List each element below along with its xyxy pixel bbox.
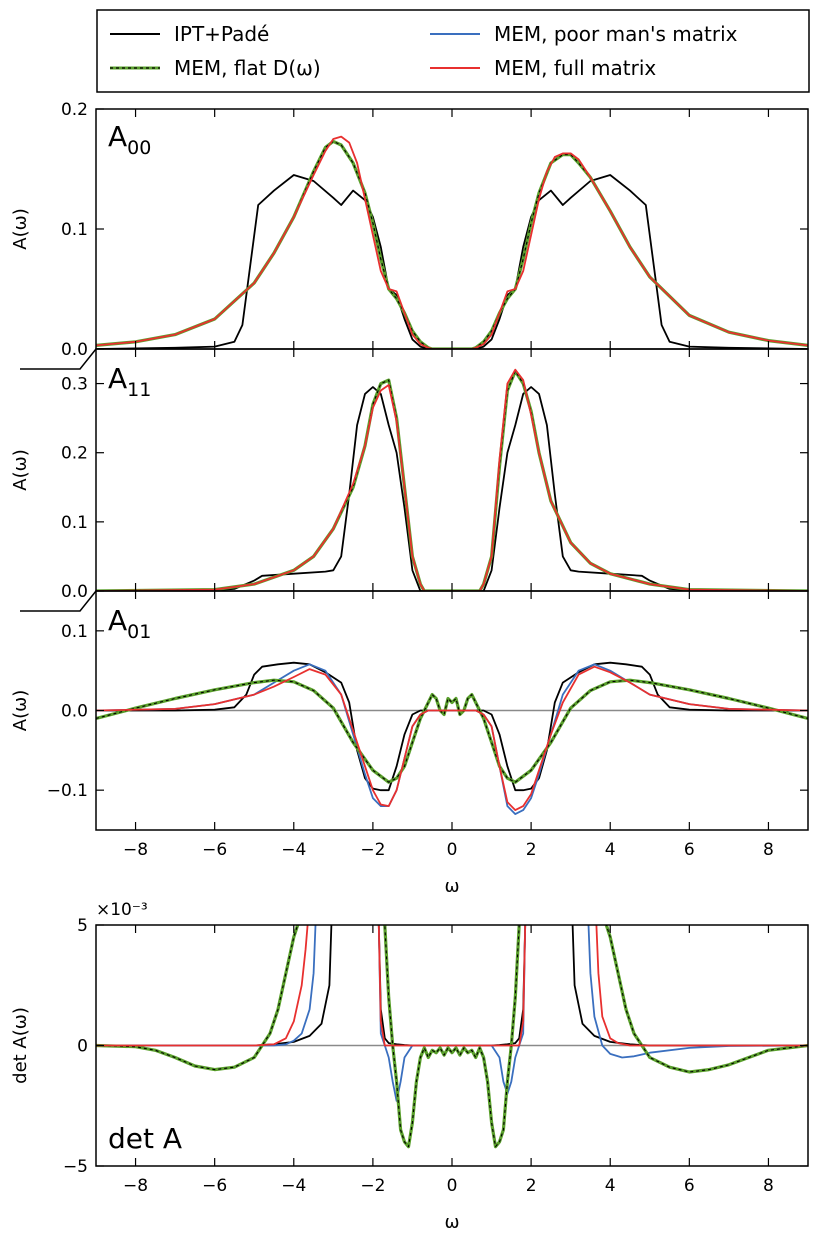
panel-det-a: −5 0 5 −8 −6 −4 −2 0 2 4 6 8 det A(ω) ω ×10⁻³ det A (10, 900, 809, 1233)
ytick-label: −5 (63, 1157, 88, 1177)
panel-label-main: det A (108, 1122, 182, 1155)
panel-label-main: A (108, 120, 127, 153)
ylabel: A(ω) (10, 449, 31, 490)
legend-label-full: MEM, full matrix (494, 56, 656, 80)
panel-a01: −0.1 0.0 0.1 −8 −6 −4 −2 0 2 4 6 8 A(ω) ω A01 (10, 590, 809, 897)
xtick-label: 4 (605, 1176, 616, 1196)
panel-a11: 0.0 0.1 0.2 0.3 A(ω) A11 (10, 348, 809, 602)
xlabel: ω (444, 876, 459, 897)
axis-break (20, 590, 97, 612)
xtick-label: −6 (202, 840, 227, 860)
ytick-label: 0.0 (61, 702, 88, 722)
series-group (96, 368, 808, 591)
ytick-label: 0.1 (61, 513, 88, 533)
legend-label-ipt: IPT+Padé (174, 22, 269, 46)
ytick-label: 0.0 (61, 340, 88, 360)
panel-label-main: A (108, 604, 127, 637)
panel-label: det A (108, 1122, 182, 1155)
series-line-ipt-pad (96, 174, 808, 349)
series-group (96, 925, 808, 1149)
xtick-label: 4 (605, 840, 616, 860)
series-line-ipt-pad (96, 925, 808, 1047)
series-dash-mem-flat-d (96, 679, 808, 783)
xtick-label: 2 (526, 840, 537, 860)
xtick-label: −6 (202, 1176, 227, 1196)
series-line-mem-full-matrix (96, 368, 808, 591)
xtick-label: −8 (123, 1176, 148, 1196)
plot-frame (95, 108, 809, 350)
plot-frame (95, 348, 809, 592)
series-line-mem-flat-d (96, 678, 808, 784)
panel-a00: 0.0 0.1 0.2 A(ω) A00 (10, 100, 809, 360)
series-group (96, 135, 808, 349)
xtick-label: −8 (123, 840, 148, 860)
legend-label-poor: MEM, poor man's matrix (494, 22, 738, 46)
panel-label-sub: 00 (127, 137, 151, 159)
series-line-ipt-pad (96, 661, 808, 792)
series-dash-mem-flat-d (96, 925, 808, 1148)
xtick-label: 8 (763, 1176, 774, 1196)
ylabel: det A(ω) (10, 1007, 31, 1084)
panel-label: A11 (108, 362, 151, 401)
series-line-mem-full-matrix (96, 135, 808, 349)
panel-label: A01 (108, 604, 151, 643)
ytick-label: 0.1 (61, 622, 88, 642)
legend-label-flat: MEM, flat D(ω) (174, 56, 321, 80)
legend-frame (96, 9, 810, 93)
panel-label-sub: 01 (127, 621, 151, 643)
panel-label: A00 (108, 120, 151, 159)
series-dash-mem-flat-d (96, 140, 808, 349)
xtick-label: 8 (763, 840, 774, 860)
series-dash-mem-flat-d (96, 370, 808, 591)
panel-label-sub: 11 (127, 379, 151, 401)
panel-label-main: A (108, 362, 127, 395)
series-line-mem-poor-man-s-matrix (96, 663, 808, 815)
ytick-label: −0.1 (47, 781, 88, 801)
xtick-label: −4 (281, 840, 306, 860)
legend: IPT+Padé MEM, flat D(ω) MEM, poor man's … (96, 9, 810, 93)
series-group (96, 661, 808, 815)
series-line-mem-full-matrix (96, 925, 808, 1047)
ytick-label: 5 (77, 916, 88, 936)
axis-break (20, 348, 97, 370)
xtick-label: −2 (360, 1176, 385, 1196)
ytick-label: 0.2 (61, 100, 88, 120)
ylabel: A(ω) (10, 208, 31, 249)
ytick-label: 0.2 (61, 444, 88, 464)
xtick-label: −2 (360, 840, 385, 860)
ytick-label: 0.0 (61, 582, 88, 602)
scale-label: ×10⁻³ (96, 900, 148, 920)
xtick-label: 0 (447, 840, 458, 860)
series-line-ipt-pad (96, 386, 808, 591)
series-line-mem-flat-d (96, 369, 808, 591)
xtick-label: −4 (281, 1176, 306, 1196)
ylabel: A(ω) (10, 690, 31, 731)
ytick-label: 0.1 (61, 220, 88, 240)
series-line-mem-flat-d (96, 925, 808, 1149)
xtick-label: 6 (684, 840, 695, 860)
xlabel: ω (444, 1212, 459, 1233)
series-line-mem-full-matrix (96, 665, 808, 811)
series-line-mem-flat-d (96, 139, 808, 349)
ytick-label: 0 (77, 1037, 88, 1057)
ytick-label: 0.3 (61, 375, 88, 395)
xtick-label: 0 (447, 1176, 458, 1196)
xtick-label: 6 (684, 1176, 695, 1196)
xtick-label: 2 (526, 1176, 537, 1196)
